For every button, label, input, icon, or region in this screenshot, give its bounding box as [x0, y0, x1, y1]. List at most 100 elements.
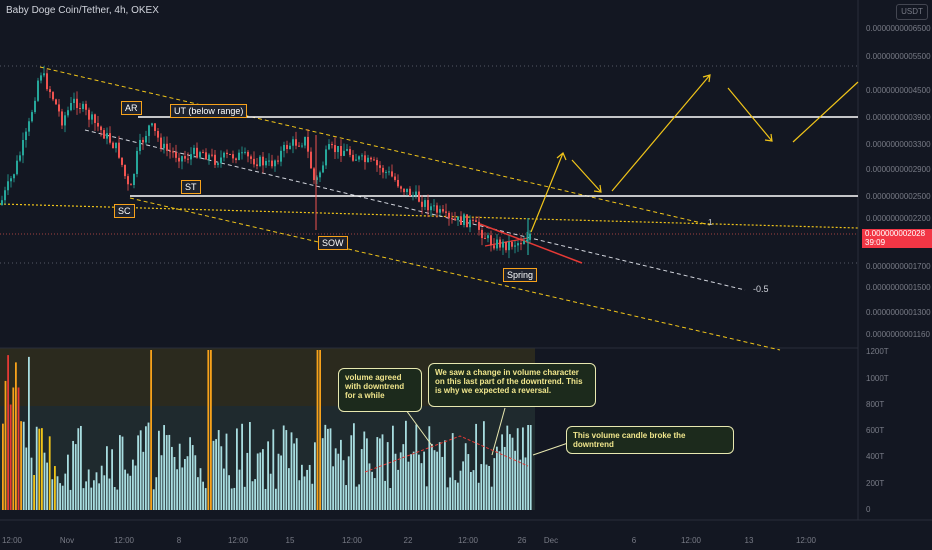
- volume-axis-label: 1200T: [866, 347, 889, 356]
- volume-bar: [386, 442, 389, 510]
- time-axis-label: 26: [518, 536, 527, 545]
- candle-body: [526, 239, 528, 242]
- candle-body: [139, 139, 141, 151]
- label-ut[interactable]: UT (below range): [170, 104, 248, 118]
- candle-body: [520, 243, 522, 245]
- volume-bar: [191, 445, 194, 510]
- candle-body: [403, 188, 405, 193]
- volume-bar: [33, 475, 35, 510]
- candle-body: [253, 158, 255, 165]
- price-axis-label: 0.0000000003300: [866, 140, 931, 149]
- candle-body: [385, 171, 387, 173]
- candle-body: [484, 238, 486, 240]
- price-axis-label: 0.0000000001160: [866, 330, 930, 339]
- candle-body: [268, 160, 270, 162]
- volume-bar: [93, 480, 95, 510]
- candle-body: [529, 233, 531, 240]
- price-axis-label: 0.0000000005500: [866, 52, 931, 61]
- candle-body: [1, 200, 3, 205]
- candle-body: [457, 216, 459, 221]
- note-volume-break[interactable]: This volume candle broke the downtrend: [566, 426, 734, 454]
- volume-bar: [275, 488, 277, 510]
- candle-body: [409, 188, 411, 197]
- volume-bar: [480, 464, 483, 510]
- label-sc[interactable]: SC: [114, 204, 135, 218]
- volume-bar: [25, 447, 28, 510]
- volume-bar: [358, 484, 360, 510]
- candle-body: [223, 152, 225, 158]
- candle-body: [100, 126, 102, 131]
- projection-arrowhead-3: [702, 74, 711, 83]
- candle-body: [265, 160, 267, 166]
- volume-bar: [145, 426, 147, 510]
- price-axis-label: 0.0000000002200: [866, 214, 931, 223]
- candle-body: [244, 151, 246, 153]
- volume-bar: [524, 457, 527, 510]
- candles-group: [1, 65, 531, 259]
- candle-body: [199, 152, 201, 158]
- volume-bar: [353, 423, 355, 510]
- volume-axis-label: 0: [866, 505, 871, 514]
- candle-body: [148, 125, 150, 136]
- price-axis-label: 0.0000000001300: [866, 308, 931, 317]
- candle-body: [325, 149, 327, 166]
- note-volume-change[interactable]: We saw a change in volume character on t…: [428, 363, 596, 407]
- candle-body: [184, 156, 186, 159]
- volume-bar: [217, 430, 220, 510]
- projection-arrowhead-2: [593, 184, 602, 193]
- candle-body: [262, 156, 264, 166]
- volume-bar: [20, 421, 22, 510]
- label-spring[interactable]: Spring: [503, 268, 538, 282]
- candle-body: [211, 154, 213, 156]
- volume-bar: [152, 489, 155, 510]
- volume-bar: [498, 451, 501, 510]
- time-axis-label: 12:00: [114, 536, 135, 545]
- candle-body: [157, 130, 159, 138]
- volume-bar: [256, 453, 259, 510]
- volume-bar: [134, 465, 137, 510]
- volume-bar: [233, 487, 236, 510]
- volume-bar: [340, 439, 342, 510]
- volume-bar: [259, 452, 262, 510]
- note-volume-downtrend[interactable]: volume agreed with downtrend for a while: [338, 368, 422, 412]
- label-ar[interactable]: AR: [121, 101, 142, 115]
- candle-body: [373, 159, 375, 161]
- label-st[interactable]: ST: [181, 180, 201, 194]
- volume-bar: [142, 451, 145, 510]
- candle-body: [64, 115, 66, 126]
- volume-bar: [337, 453, 340, 510]
- candle-body: [19, 155, 21, 161]
- volume-bar: [228, 475, 230, 510]
- volume-bar: [371, 471, 373, 510]
- candle-body: [295, 139, 297, 146]
- volume-bar: [4, 380, 7, 510]
- candle-body: [241, 152, 243, 154]
- volume-bar: [514, 450, 516, 510]
- volume-bar: [106, 446, 108, 510]
- volume-axis-label: 200T: [866, 479, 884, 488]
- candle-body: [124, 164, 126, 177]
- candle-body: [10, 178, 12, 182]
- candle-body: [193, 147, 195, 155]
- candle-body: [511, 241, 513, 247]
- candle-body: [439, 209, 441, 213]
- volume-bar: [280, 455, 282, 510]
- candle-body: [145, 135, 147, 143]
- candle-body: [172, 151, 174, 153]
- candle-body: [496, 239, 498, 249]
- candle-body: [352, 154, 354, 161]
- time-axis: 12:00 Nov 12:00 8 12:00 15 12:00 22 12:00 26 Dec 6 1…: [2, 536, 817, 545]
- candle-body: [364, 155, 366, 163]
- volume-bar: [449, 477, 451, 510]
- candle-body: [43, 73, 45, 76]
- volume-bar: [407, 461, 410, 510]
- label-sow[interactable]: SOW: [318, 236, 348, 250]
- volume-bar: [418, 454, 420, 510]
- volume-bar: [7, 355, 9, 510]
- volume-bar: [496, 446, 498, 510]
- volume-axis: 1200T 1000T 800T 600T 400T 200T 0: [866, 347, 889, 514]
- candle-body: [289, 145, 291, 150]
- currency-badge[interactable]: USDT: [896, 4, 928, 20]
- candle-body: [505, 241, 507, 251]
